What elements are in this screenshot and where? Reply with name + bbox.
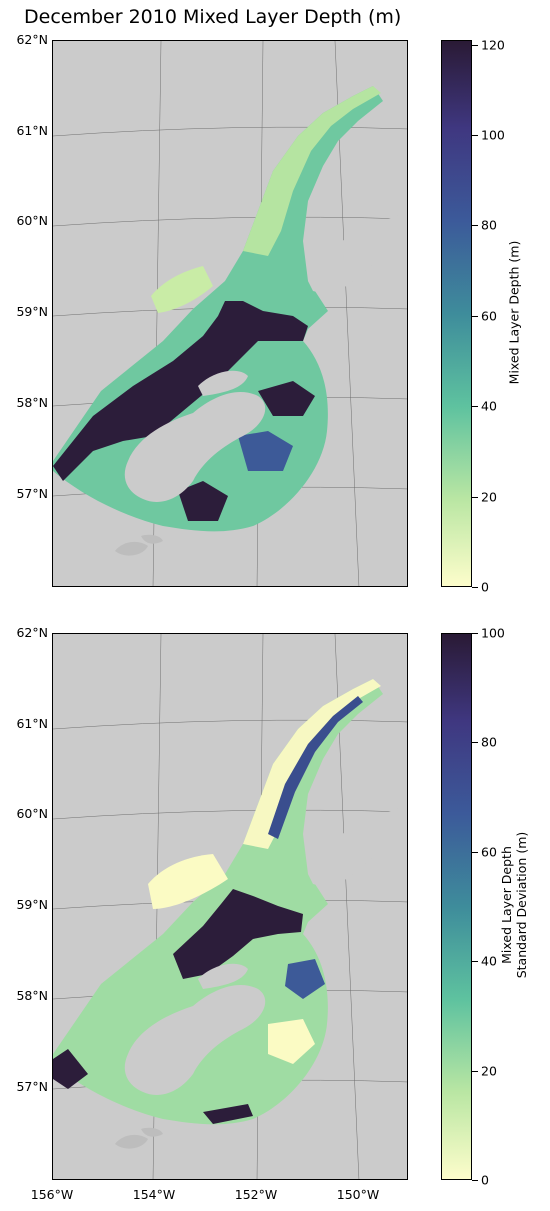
colorbar-tick bbox=[472, 315, 478, 317]
colorbar-tick-label: 20 bbox=[481, 489, 497, 505]
lat-label: 62°N bbox=[16, 625, 48, 640]
colorbar-tick bbox=[472, 44, 478, 46]
light-patch-se bbox=[268, 1019, 315, 1064]
figure-title: December 2010 Mixed Layer Depth (m) bbox=[24, 6, 402, 28]
colorbar-label-mld: Mixed Layer Depth (m) bbox=[506, 240, 522, 385]
deep-channel bbox=[173, 889, 303, 979]
deep-channel bbox=[53, 301, 308, 481]
deep-edge-sw bbox=[53, 1049, 88, 1089]
lat-label: 58°N bbox=[16, 395, 48, 410]
colorbar-tick-label: 80 bbox=[481, 734, 497, 750]
colorbar-tick-label: 40 bbox=[481, 398, 497, 414]
colorbar-tick bbox=[472, 134, 478, 136]
lat-label: 57°N bbox=[16, 1079, 48, 1094]
afognak-island bbox=[198, 370, 248, 396]
deep-patch-south bbox=[178, 481, 228, 521]
lat-label: 60°N bbox=[16, 213, 48, 228]
colorbar-tick bbox=[472, 961, 478, 963]
colorbar-tick bbox=[472, 742, 478, 744]
colorbar-tick bbox=[472, 587, 478, 588]
lat-label: 61°N bbox=[16, 716, 48, 731]
colorbar-label-std: Mixed Layer Depth Standard Deviation (m) bbox=[499, 831, 529, 979]
map-panel-std bbox=[52, 633, 408, 1180]
lat-label: 57°N bbox=[16, 486, 48, 501]
colorbar-tick bbox=[472, 406, 478, 408]
colorbar-tick bbox=[472, 1070, 478, 1072]
kenai-coast bbox=[308, 211, 407, 296]
colorbar-tick-label: 80 bbox=[481, 217, 497, 233]
afognak-island bbox=[198, 963, 248, 989]
lon-label: 156°W bbox=[30, 1187, 74, 1202]
kodiak-island bbox=[124, 392, 266, 502]
lat-label: 58°N bbox=[16, 988, 48, 1003]
colorbar-tick-label: 100 bbox=[481, 625, 505, 641]
colorbar-mld bbox=[441, 40, 472, 587]
colorbar-tick-label: 0 bbox=[481, 579, 489, 595]
deep-patch-east bbox=[258, 381, 315, 416]
shelf-light bbox=[148, 854, 228, 909]
colorbar-tick bbox=[472, 225, 478, 227]
colorbar-tick bbox=[472, 496, 478, 498]
lat-label: 61°N bbox=[16, 123, 48, 138]
lat-label: 60°N bbox=[16, 806, 48, 821]
mid-patch bbox=[238, 431, 293, 471]
kenai-coast bbox=[308, 804, 407, 889]
kodiak-island bbox=[124, 985, 266, 1095]
colorbar-std bbox=[441, 633, 472, 1180]
colorbar-tick-label: 20 bbox=[481, 1063, 497, 1079]
lon-label: 154°W bbox=[132, 1187, 176, 1202]
map-std-svg bbox=[53, 634, 407, 1179]
colorbar-tick bbox=[472, 851, 478, 853]
lon-label: 150°W bbox=[336, 1187, 380, 1202]
colorbar-tick-label: 40 bbox=[481, 953, 497, 969]
colorbar-tick-label: 0 bbox=[481, 1172, 489, 1188]
map-mld-svg bbox=[53, 41, 407, 586]
shelf-light bbox=[151, 266, 213, 313]
colorbar-tick-label: 60 bbox=[481, 844, 497, 860]
inlet-channel bbox=[268, 696, 363, 839]
colorbar-tick bbox=[472, 633, 478, 634]
upper-inlet-light bbox=[243, 86, 381, 256]
colorbar-tick bbox=[472, 1180, 478, 1181]
colorbar-tick-label: 100 bbox=[481, 127, 505, 143]
ocean-domain bbox=[53, 86, 383, 532]
colorbar-tick-label: 120 bbox=[481, 37, 505, 53]
map-panel-mld bbox=[52, 40, 408, 587]
colorbar-tick-label: 60 bbox=[481, 308, 497, 324]
lon-label: 152°W bbox=[234, 1187, 278, 1202]
mid-patch bbox=[285, 959, 325, 999]
deep-edge-south bbox=[203, 1104, 253, 1124]
lat-label: 62°N bbox=[16, 32, 48, 47]
lat-label: 59°N bbox=[16, 304, 48, 319]
lat-label: 59°N bbox=[16, 897, 48, 912]
ocean-domain bbox=[53, 679, 383, 1125]
